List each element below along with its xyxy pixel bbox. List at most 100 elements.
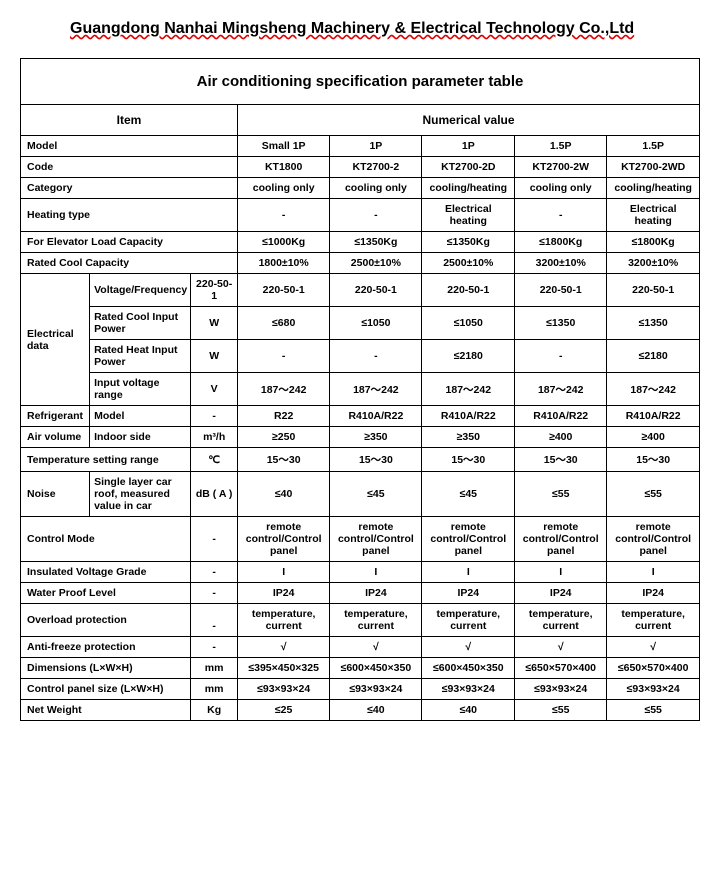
cell: ≤395×450×325 <box>238 658 330 679</box>
cell: ≤40 <box>330 700 422 721</box>
cell: 1P <box>330 136 422 157</box>
cell: Electrical heating <box>422 199 515 232</box>
cell: 187～242 <box>607 373 700 406</box>
cell: I <box>330 562 422 583</box>
cell: ≤55 <box>515 700 607 721</box>
cell: ≤93×93×24 <box>515 679 607 700</box>
cell: ≥350 <box>330 427 422 448</box>
cell: 187～242 <box>515 373 607 406</box>
cell: R410A/R22 <box>607 406 700 427</box>
cell: KT2700-2 <box>330 157 422 178</box>
unit: Kg <box>191 700 238 721</box>
cell: KT2700-2WD <box>607 157 700 178</box>
unit: - <box>191 406 238 427</box>
cell: ≤1000Kg <box>238 232 330 253</box>
cell: KT1800 <box>238 157 330 178</box>
cell: ≥400 <box>607 427 700 448</box>
cell: - <box>515 199 607 232</box>
cell: ≤2180 <box>607 340 700 373</box>
cell: 220-50-1 <box>607 274 700 307</box>
cell: IP24 <box>422 583 515 604</box>
row-sublabel: Indoor side <box>90 427 191 448</box>
cell: - <box>515 340 607 373</box>
cell: √ <box>330 637 422 658</box>
unit: m³/h <box>191 427 238 448</box>
cell: ≤1350Kg <box>422 232 515 253</box>
cell: Small 1P <box>238 136 330 157</box>
cell: 15～30 <box>422 448 515 472</box>
row-label: Water Proof Level <box>21 583 191 604</box>
row-label: Temperature setting range <box>21 448 191 472</box>
cell: ≤1800Kg <box>515 232 607 253</box>
cell: ≤93×93×24 <box>238 679 330 700</box>
row-sublabel: Model <box>90 406 191 427</box>
cell: 15～30 <box>607 448 700 472</box>
cell: ≥350 <box>422 427 515 448</box>
cell: ≤650×570×400 <box>515 658 607 679</box>
spec-table: Air conditioning specification parameter… <box>20 58 700 721</box>
cell: ≤1350Kg <box>330 232 422 253</box>
cell: 15～30 <box>515 448 607 472</box>
cell: 1P <box>422 136 515 157</box>
cell: ≥250 <box>238 427 330 448</box>
cell: ≤55 <box>607 700 700 721</box>
cell: 220-50-1 <box>238 274 330 307</box>
cell: remote control/Control panel <box>607 517 700 562</box>
cell: 2500±10% <box>422 253 515 274</box>
cell: temperature, current <box>607 604 700 637</box>
cell: I <box>515 562 607 583</box>
cell: ≤40 <box>422 700 515 721</box>
unit: 220-50-1 <box>191 274 238 307</box>
row-label: Dimensions (L×W×H) <box>21 658 191 679</box>
cell: ≤1350 <box>607 307 700 340</box>
cell: KT2700-2W <box>515 157 607 178</box>
row-sublabel: Rated Heat Input Power <box>90 340 191 373</box>
cell: R410A/R22 <box>330 406 422 427</box>
cell: I <box>238 562 330 583</box>
unit: V <box>191 373 238 406</box>
cell: ≤55 <box>515 472 607 517</box>
cell: ≤680 <box>238 307 330 340</box>
cell: IP24 <box>515 583 607 604</box>
cell: temperature, current <box>515 604 607 637</box>
unit: - <box>191 562 238 583</box>
cell: ≤600×450×350 <box>422 658 515 679</box>
header-numerical: Numerical value <box>238 105 700 136</box>
unit: - <box>191 637 238 658</box>
cell: ≤2180 <box>422 340 515 373</box>
cell: 2500±10% <box>330 253 422 274</box>
cell: ≤55 <box>607 472 700 517</box>
cell: ≤650×570×400 <box>607 658 700 679</box>
cell: cooling/heating <box>422 178 515 199</box>
cell: 187～242 <box>238 373 330 406</box>
cell: ≤1350 <box>515 307 607 340</box>
cell: temperature, current <box>238 604 330 637</box>
cell: ≤93×93×24 <box>330 679 422 700</box>
cell: 1.5P <box>607 136 700 157</box>
cell: cooling/heating <box>607 178 700 199</box>
cell: temperature, current <box>330 604 422 637</box>
cell: ≥400 <box>515 427 607 448</box>
row-label: Control Mode <box>21 517 191 562</box>
cell: ≤600×450×350 <box>330 658 422 679</box>
row-sublabel: Rated Cool Input Power <box>90 307 191 340</box>
cell: - <box>238 199 330 232</box>
row-label: Control panel size (L×W×H) <box>21 679 191 700</box>
row-sublabel: Input voltage range <box>90 373 191 406</box>
cell: 1800±10% <box>238 253 330 274</box>
cell: 3200±10% <box>515 253 607 274</box>
header-item: Item <box>21 105 238 136</box>
unit: dB ( A ) <box>191 472 238 517</box>
cell: ≤45 <box>330 472 422 517</box>
cell: 220-50-1 <box>330 274 422 307</box>
row-group-label: Electrical data <box>21 274 90 406</box>
cell: ≤40 <box>238 472 330 517</box>
cell: 220-50-1 <box>422 274 515 307</box>
cell: ≤25 <box>238 700 330 721</box>
row-label: Code <box>21 157 238 178</box>
cell: - <box>330 340 422 373</box>
unit: mm <box>191 658 238 679</box>
row-label: Rated Cool Capacity <box>21 253 238 274</box>
row-label: Heating type <box>21 199 238 232</box>
unit: W <box>191 307 238 340</box>
